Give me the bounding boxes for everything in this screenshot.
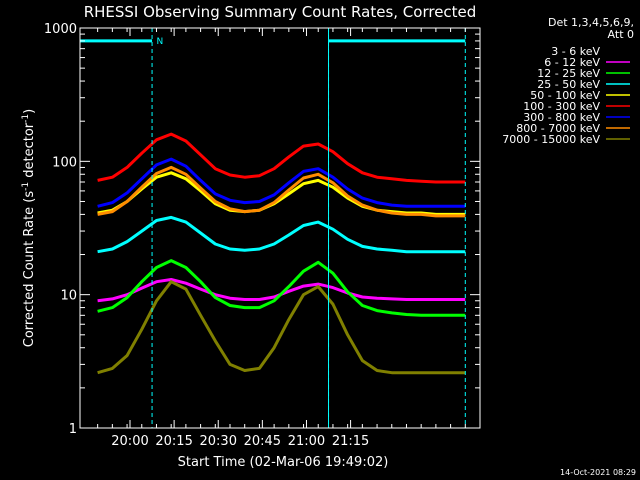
flag-label: N <box>156 37 163 47</box>
series-line-3 <box>97 215 466 254</box>
legend-label-3: 25 - 50 keV <box>537 78 600 91</box>
axis-layer: 1 10 100 1000 20:00 20:15 20:30 20:45 21:00 21:15 <box>44 22 480 449</box>
y-axis-label-sup1: -1 <box>21 182 31 191</box>
x-tick-label-1: 20:15 <box>155 434 192 449</box>
x-tick-label-2: 20:30 <box>200 434 237 449</box>
x-tick-label-3: 20:45 <box>244 434 281 449</box>
x-tick-label-4: 21:00 <box>288 434 325 449</box>
y-tick-label-1: 10 <box>60 289 77 304</box>
chart-title: RHESSI Observing Summary Count Rates, Co… <box>84 3 477 21</box>
legend-label-4: 50 - 100 keV <box>530 89 600 102</box>
legend-header-line1: Det 1,3,4,5,6,9, <box>548 16 634 29</box>
legend-label-7: 800 - 7000 keV <box>516 122 600 135</box>
y-axis-label: Corrected Count Rate (s-1 detector-1) <box>21 109 37 347</box>
x-tick-label-0: 20:00 <box>111 434 148 449</box>
legend-label-6: 300 - 800 keV <box>523 111 600 124</box>
marker-layer: N <box>80 28 466 428</box>
y-axis-label-sup2: -1 <box>21 114 31 123</box>
legend-label-2: 12 - 25 keV <box>537 67 600 80</box>
series-layer <box>97 132 466 430</box>
series-line-5 <box>97 132 466 184</box>
plot-frame <box>79 27 481 429</box>
legend-label-8: 7000 - 15000 keV <box>502 133 600 146</box>
legend-header-line2: Att 0 <box>608 28 634 41</box>
series-line-8 <box>97 280 466 375</box>
y-tick-label-0: 1 <box>69 422 77 437</box>
x-tick-label-5: 21:15 <box>332 434 369 449</box>
y-tick-label-2: 100 <box>52 155 77 170</box>
y-axis-label-end: ) <box>22 109 37 114</box>
y-axis-label-main: Corrected Count Rate (s <box>22 191 37 348</box>
series-line-6 <box>97 157 466 208</box>
legend-label-1: 6 - 12 keV <box>544 56 600 69</box>
legend-label-0: 3 - 6 keV <box>551 45 600 58</box>
x-axis-label: Start Time (02-Mar-06 19:49:02) <box>178 455 389 470</box>
y-axis-label-mid: detector <box>22 122 37 182</box>
y-tick-label-3: 1000 <box>44 22 77 37</box>
timestamp: 14-Oct-2021 08:29 <box>560 468 636 477</box>
series-line-2 <box>97 259 466 317</box>
legend-label-5: 100 - 300 keV <box>523 100 600 113</box>
series-line-7 <box>97 165 466 218</box>
